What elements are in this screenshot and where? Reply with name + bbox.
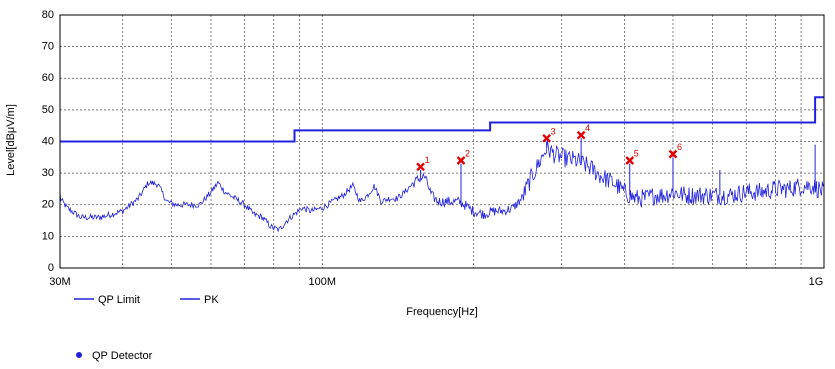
qp-marker-label: 5 — [634, 148, 639, 158]
qp-marker-5: 5 — [625, 148, 639, 165]
y-tick-label-40: 40 — [42, 135, 54, 147]
y-tick-label-0: 0 — [48, 262, 54, 274]
qp-marker-2: 2 — [456, 148, 470, 165]
y-tick-label-80: 80 — [42, 9, 54, 21]
qp-marker-label: 1 — [425, 155, 430, 165]
qp-markers: 1 2 3 4 5 6 — [416, 123, 682, 172]
qp-marker-4: 4 — [576, 123, 590, 140]
legend-label-qp-limit: QP Limit — [98, 294, 140, 306]
qp-marker-label: 4 — [585, 123, 590, 133]
x-tick-label-30M: 30M — [49, 276, 70, 288]
legend-label-pk: PK — [204, 294, 219, 306]
pk-series — [59, 138, 825, 232]
y-tick-label-30: 30 — [42, 167, 54, 179]
qp-marker-cross — [416, 162, 425, 172]
qp-marker-label: 6 — [677, 142, 682, 152]
qp-marker-cross — [542, 133, 551, 143]
legend: QP Limit PK QP Detector — [74, 294, 219, 362]
x-axis-label: Frequency[Hz] — [406, 306, 478, 318]
legend-label-qp-detector: QP Detector — [92, 350, 153, 362]
y-tick-label-20: 20 — [42, 199, 54, 211]
qp-limit-series — [60, 96, 824, 143]
plot-frame — [59, 14, 825, 269]
qp-limit-line — [60, 96, 824, 143]
x-tick-label-100M: 100M — [309, 276, 337, 288]
qp-marker-cross — [625, 156, 635, 165]
qp-marker-cross — [456, 156, 466, 165]
qp-marker-cross — [576, 130, 586, 140]
y-tick-label-10: 10 — [42, 230, 54, 242]
qp-marker-cross — [668, 149, 678, 159]
pk-trace — [59, 140, 825, 232]
qp-marker-3: 3 — [542, 126, 556, 143]
qp-marker-6: 6 — [668, 142, 682, 159]
qp-marker-1: 1 — [416, 155, 430, 172]
x-tick-labels: 30M 100M 1G — [49, 276, 823, 288]
qp-marker-label: 2 — [465, 148, 470, 158]
y-tick-label-60: 60 — [42, 72, 54, 84]
y-axis-label: Level[dBμV/m] — [5, 104, 17, 176]
x-tick-label-1G: 1G — [809, 276, 824, 288]
qp-marker-label: 3 — [551, 126, 556, 136]
y-tick-label-50: 50 — [42, 104, 54, 116]
legend-dot-qp-detector — [76, 352, 82, 358]
y-tick-labels: 0 10 20 30 40 50 60 70 80 — [42, 9, 54, 274]
y-tick-label-70: 70 — [42, 41, 54, 53]
